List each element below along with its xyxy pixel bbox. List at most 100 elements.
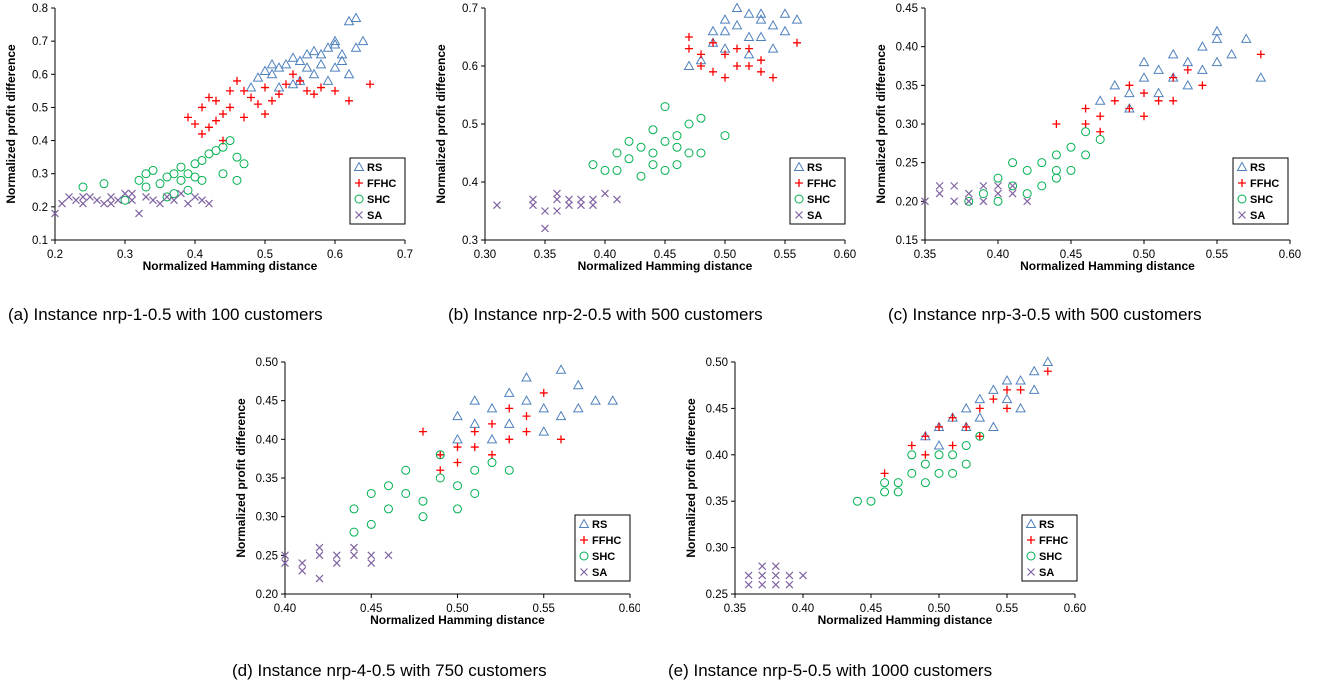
point-sa	[79, 192, 87, 201]
point-sa	[128, 196, 136, 205]
point-sa	[58, 199, 66, 208]
point-ffhc	[1096, 112, 1105, 121]
legend-marker-sa	[355, 211, 363, 219]
y-axis-label: Normalized profit difference	[4, 44, 18, 204]
point-ffhc	[310, 90, 318, 99]
legend-marker-shc	[1026, 551, 1036, 561]
point-shc	[366, 488, 376, 498]
x-tick-label: 0.5	[257, 249, 273, 261]
point-ffhc	[921, 450, 930, 459]
point-ffhc	[962, 422, 971, 431]
point-shc	[948, 468, 958, 478]
point-sa	[758, 580, 767, 589]
legend-marker-sa	[1238, 211, 1246, 219]
point-ffhc	[296, 76, 304, 85]
legend-label-shc: SHC	[367, 194, 390, 206]
point-sa	[758, 562, 767, 571]
point-rs	[1240, 33, 1252, 43]
point-sa	[529, 201, 537, 210]
point-rs	[301, 62, 313, 72]
point-ffhc	[522, 412, 531, 421]
point-rs	[572, 379, 584, 390]
point-rs	[273, 62, 285, 72]
x-tick-label: 0.40	[594, 249, 616, 261]
point-ffhc	[268, 96, 276, 105]
point-shc	[401, 488, 411, 498]
legend-label-ffhc: FFHC	[807, 178, 836, 190]
point-sa	[1008, 181, 1017, 190]
y-tick-label: 0.15	[896, 235, 918, 247]
x-tick-label: 0.2	[47, 249, 63, 261]
point-ffhc	[212, 116, 220, 125]
point-shc	[1095, 134, 1105, 144]
point-ffhc	[685, 33, 693, 41]
legend-marker-sa	[580, 568, 588, 576]
point-sa	[72, 196, 80, 205]
point-sa	[184, 199, 192, 208]
point-shc	[218, 169, 228, 179]
point-sa	[205, 199, 213, 208]
point-sa	[177, 189, 185, 198]
scatter-panel-a: 0.1 0.2 0.3 0.4 0.5 0.6 0.7 0.8 0.2 0.3 0.4 0.5 0.6 0…	[0, 0, 420, 285]
x-axis-label: Normalized Hamming distance	[578, 259, 753, 273]
y-tick-label: 0.6	[32, 69, 48, 81]
point-sa	[744, 571, 753, 580]
legend-label-sa: SA	[1250, 210, 1265, 222]
point-shc	[349, 504, 359, 514]
legend-label-shc: SHC	[1250, 194, 1273, 206]
legend-box	[1232, 157, 1289, 225]
point-ffhc	[880, 469, 889, 478]
point-sa	[1023, 197, 1032, 206]
point-shc	[366, 519, 376, 529]
point-rs	[590, 395, 601, 405]
point-rs	[294, 55, 306, 66]
point-rs	[308, 45, 320, 56]
point-ffhc	[331, 86, 339, 95]
point-ffhc	[247, 93, 255, 102]
x-tick-label: 0.6	[327, 249, 343, 261]
point-rs	[1182, 79, 1194, 90]
point-rs	[1211, 56, 1223, 67]
point-sa	[135, 209, 143, 218]
point-rs	[1138, 72, 1150, 82]
legend-label-ffhc: FFHC	[592, 535, 621, 547]
point-ffhc	[539, 388, 548, 397]
point-shc	[920, 478, 930, 488]
point-sa	[935, 181, 944, 190]
x-tick-label: 0.35	[914, 249, 936, 261]
point-shc	[852, 496, 862, 506]
x-tick-label: 0.40	[274, 603, 296, 615]
point-ffhc	[488, 450, 496, 459]
point-rs	[1197, 64, 1208, 74]
point-ffhc	[254, 100, 262, 109]
x-tick-label: 0.55	[996, 603, 1018, 615]
point-ffhc	[261, 83, 269, 92]
point-ffhc	[261, 110, 269, 119]
point-rs	[266, 58, 278, 69]
legend-marker-rs	[353, 161, 365, 171]
y-tick-label: 0.35	[706, 496, 728, 508]
point-rs	[1153, 87, 1164, 98]
point-shc	[684, 119, 694, 129]
y-tick-label: 0.1	[32, 235, 48, 247]
point-rs	[960, 402, 972, 413]
point-ffhc	[1052, 120, 1061, 128]
point-shc	[648, 148, 658, 158]
point-sa	[589, 201, 597, 210]
point-shc	[975, 431, 985, 441]
point-ffhc	[721, 73, 729, 82]
x-tick-label: 0.45	[654, 249, 676, 261]
point-rs	[1042, 356, 1054, 366]
point-rs	[252, 72, 264, 82]
point-ffhc	[709, 67, 717, 76]
point-ffhc	[1081, 104, 1090, 113]
y-tick-label: 0.4	[462, 177, 479, 189]
point-rs	[538, 402, 550, 413]
y-tick-label: 0.40	[706, 450, 728, 462]
point-shc	[1066, 165, 1076, 175]
point-sa	[979, 181, 988, 190]
point-rs	[1028, 384, 1040, 394]
y-tick-label: 0.7	[462, 3, 478, 15]
point-shc	[907, 450, 917, 460]
point-rs	[743, 31, 755, 41]
